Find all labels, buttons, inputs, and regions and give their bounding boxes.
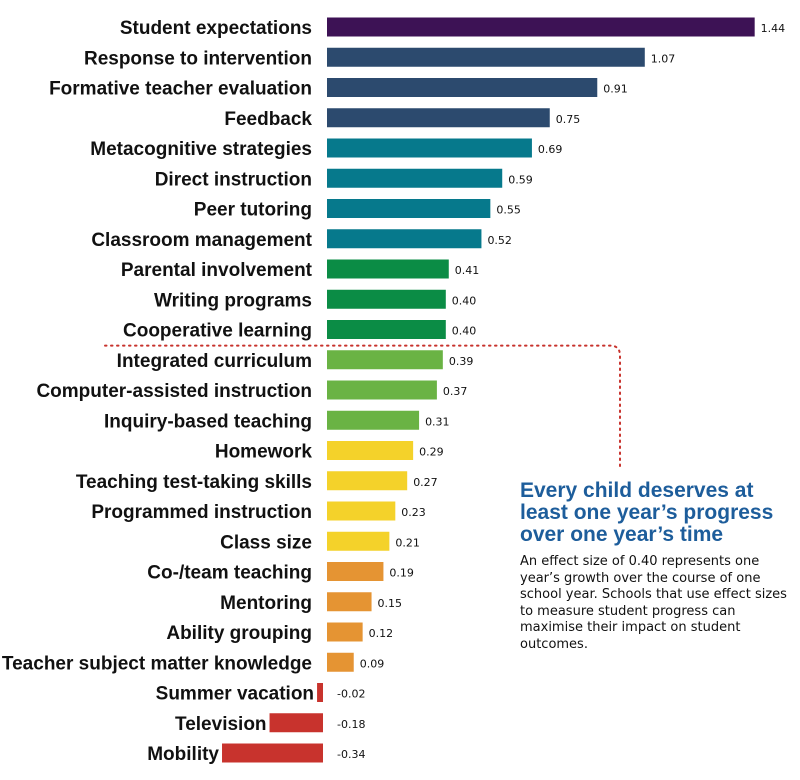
- value-label: 0.40: [452, 294, 477, 307]
- category-label: Programmed instruction: [91, 502, 312, 523]
- value-label: 0.40: [452, 325, 477, 338]
- bar: [327, 562, 384, 581]
- value-label: 0.27: [413, 476, 438, 489]
- value-label: 0.69: [538, 143, 563, 156]
- bar: [327, 622, 363, 642]
- category-label: Student expectations: [120, 18, 312, 39]
- value-label: -0.02: [337, 688, 365, 701]
- value-label: 0.19: [389, 567, 414, 580]
- annotation-body: An effect size of 0.40 represents one ye…: [520, 554, 787, 652]
- value-label: -0.34: [337, 748, 365, 761]
- category-label: Classroom management: [91, 230, 312, 251]
- bar: [317, 683, 323, 702]
- category-label: Class size: [220, 532, 312, 553]
- category-label: Metacognitive strategies: [90, 139, 312, 160]
- annotation-box: Every child deserves at least one year’s…: [520, 480, 790, 653]
- value-label: 0.55: [496, 204, 520, 217]
- value-label: 0.23: [401, 506, 426, 519]
- bar: [327, 592, 372, 612]
- bar: [327, 289, 446, 309]
- threshold-line: [104, 344, 621, 468]
- bar: [327, 441, 414, 460]
- category-label: Homework: [215, 442, 313, 463]
- bar: [222, 743, 323, 763]
- category-label: Parental involvement: [121, 260, 313, 281]
- bar: [327, 471, 408, 491]
- bar: [327, 350, 443, 370]
- bar: [327, 168, 503, 188]
- bar: [327, 410, 420, 430]
- category-label: Formative teacher evaluation: [49, 79, 312, 100]
- value-label: 0.91: [603, 83, 628, 96]
- bar: [327, 380, 437, 400]
- bar: [327, 229, 482, 249]
- value-label: 0.12: [369, 627, 394, 640]
- value-label: 0.39: [449, 355, 474, 368]
- category-label: Co-/team teaching: [147, 563, 312, 584]
- bar: [327, 652, 354, 672]
- category-label: Mobility: [147, 744, 219, 765]
- bar: [327, 320, 446, 339]
- category-label: Summer vacation: [156, 684, 314, 705]
- value-label: 0.15: [378, 597, 403, 610]
- bar: [327, 108, 550, 128]
- bar: [269, 713, 323, 733]
- value-label: 0.59: [508, 173, 532, 186]
- category-label: Integrated curriculum: [117, 351, 312, 372]
- category-label: Mentoring: [220, 593, 312, 614]
- category-label: Television: [175, 714, 267, 735]
- value-label: 0.37: [443, 385, 468, 398]
- bar: [327, 47, 645, 67]
- bar: [327, 259, 449, 279]
- category-label: Ability grouping: [166, 623, 312, 644]
- value-label: 1.44: [761, 22, 786, 35]
- category-label: Feedback: [224, 109, 312, 130]
- value-label: 0.29: [419, 446, 444, 459]
- bar: [327, 199, 491, 218]
- bar: [327, 78, 598, 97]
- value-label: 0.75: [556, 113, 581, 126]
- bar: [327, 138, 532, 158]
- value-label: 0.52: [487, 234, 512, 247]
- bar: [327, 17, 755, 37]
- category-label: Direct instruction: [155, 169, 312, 190]
- category-label: Inquiry-based teaching: [104, 411, 312, 432]
- category-label: Peer tutoring: [194, 200, 312, 221]
- category-label: Response to intervention: [84, 48, 312, 69]
- value-label: 0.31: [425, 415, 450, 428]
- category-label: Writing programs: [154, 290, 312, 311]
- value-label: 0.41: [455, 264, 480, 277]
- bar: [327, 501, 396, 521]
- bar: [327, 531, 390, 551]
- category-label: Teacher subject matter knowledge: [2, 653, 312, 674]
- value-label: 0.21: [395, 536, 420, 549]
- annotation-headline: Every child deserves at least one year’s…: [520, 479, 774, 546]
- category-label: Cooperative learning: [123, 321, 312, 342]
- value-label: 1.07: [651, 52, 676, 65]
- value-label: 0.09: [360, 657, 385, 670]
- value-label: -0.18: [337, 718, 365, 731]
- category-label: Teaching test-taking skills: [76, 472, 312, 493]
- category-label: Computer-assisted instruction: [36, 381, 312, 402]
